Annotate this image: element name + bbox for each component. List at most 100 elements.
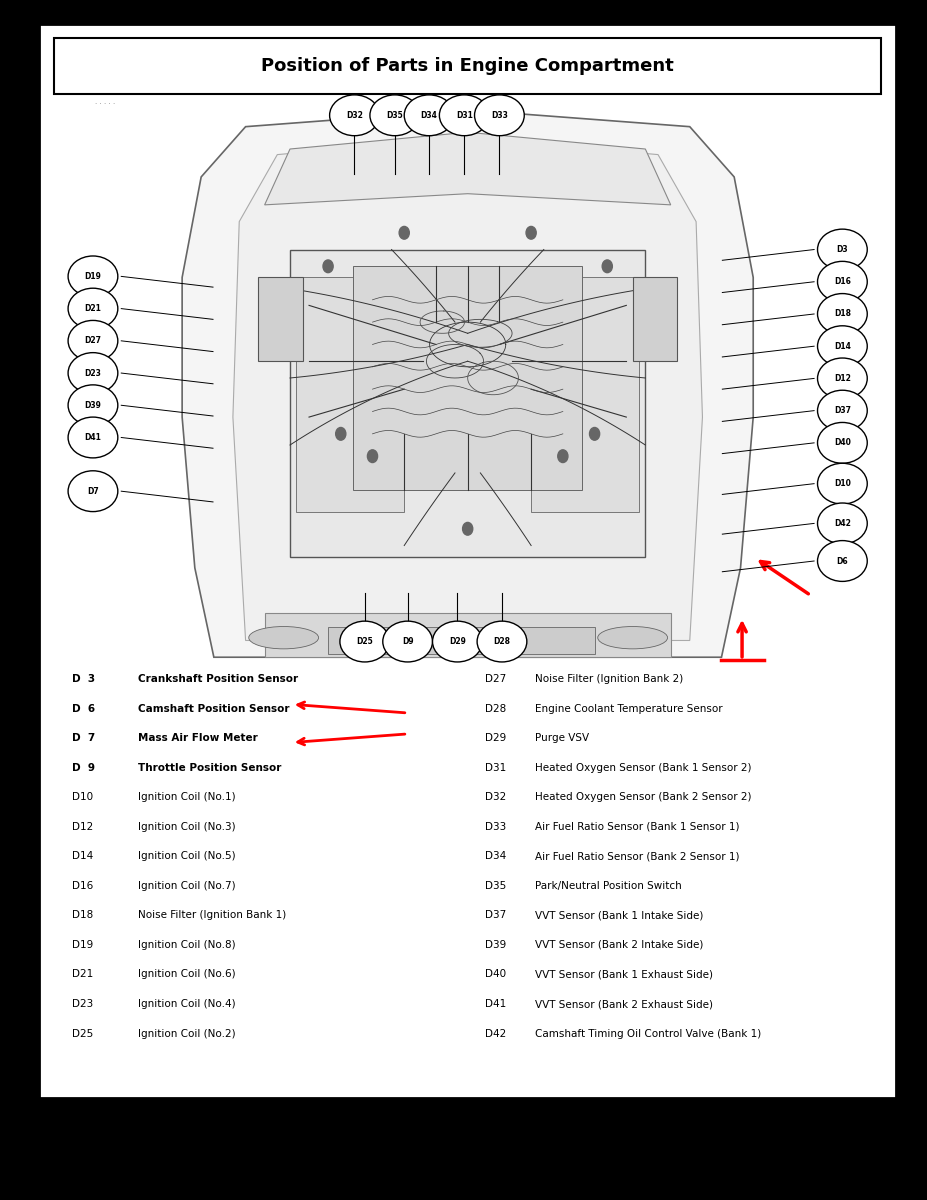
Text: Noise Filter (Ignition Bank 1): Noise Filter (Ignition Bank 1) bbox=[137, 911, 286, 920]
Ellipse shape bbox=[818, 229, 868, 270]
Text: D18: D18 bbox=[834, 310, 851, 318]
Circle shape bbox=[400, 227, 410, 239]
Text: VVT Sensor (Bank 1 Exhaust Side): VVT Sensor (Bank 1 Exhaust Side) bbox=[535, 970, 713, 979]
Text: D  9: D 9 bbox=[71, 763, 95, 773]
Ellipse shape bbox=[383, 622, 433, 662]
Text: D19: D19 bbox=[71, 940, 93, 950]
Bar bbox=[328, 626, 404, 654]
Text: D14: D14 bbox=[834, 342, 851, 350]
Text: D  7: D 7 bbox=[71, 733, 95, 743]
Text: D23: D23 bbox=[84, 368, 101, 378]
Ellipse shape bbox=[818, 503, 868, 544]
Text: D12: D12 bbox=[834, 374, 851, 383]
Text: D39: D39 bbox=[84, 401, 101, 409]
Text: D7: D7 bbox=[87, 487, 99, 496]
Text: D28: D28 bbox=[493, 637, 511, 646]
Text: D16: D16 bbox=[71, 881, 93, 890]
Text: Ignition Coil (No.3): Ignition Coil (No.3) bbox=[137, 822, 235, 832]
Text: D6: D6 bbox=[836, 557, 848, 565]
Text: D37: D37 bbox=[834, 406, 851, 415]
Text: D31: D31 bbox=[485, 763, 506, 773]
Bar bbox=[531, 277, 639, 512]
Text: D9: D9 bbox=[401, 637, 413, 646]
Bar bbox=[297, 277, 404, 512]
Text: D41: D41 bbox=[485, 1000, 506, 1009]
Text: D31: D31 bbox=[456, 110, 473, 120]
Text: D18: D18 bbox=[71, 911, 93, 920]
Text: D  3: D 3 bbox=[71, 674, 95, 684]
Ellipse shape bbox=[404, 95, 454, 136]
Text: VVT Sensor (Bank 2 Exhaust Side): VVT Sensor (Bank 2 Exhaust Side) bbox=[535, 1000, 713, 1009]
Text: D21: D21 bbox=[84, 304, 101, 313]
Text: Camshaft Position Sensor: Camshaft Position Sensor bbox=[137, 703, 289, 714]
Text: D23: D23 bbox=[71, 1000, 93, 1009]
Text: D27: D27 bbox=[485, 674, 506, 684]
PathPatch shape bbox=[264, 132, 671, 205]
Ellipse shape bbox=[475, 95, 525, 136]
Circle shape bbox=[603, 260, 613, 272]
Ellipse shape bbox=[68, 385, 118, 426]
Text: Heated Oxygen Sensor (Bank 1 Sensor 2): Heated Oxygen Sensor (Bank 1 Sensor 2) bbox=[535, 763, 751, 773]
Text: D33: D33 bbox=[491, 110, 508, 120]
Text: D34: D34 bbox=[421, 110, 438, 120]
Ellipse shape bbox=[248, 626, 319, 649]
Text: D40: D40 bbox=[834, 438, 851, 448]
Text: D35: D35 bbox=[387, 110, 403, 120]
Bar bbox=[353, 266, 582, 490]
Text: D29: D29 bbox=[485, 733, 506, 743]
Text: Ignition Coil (No.1): Ignition Coil (No.1) bbox=[137, 792, 235, 803]
Text: D29: D29 bbox=[449, 637, 466, 646]
Text: Park/Neutral Position Switch: Park/Neutral Position Switch bbox=[535, 881, 681, 890]
Circle shape bbox=[526, 227, 536, 239]
Text: D39: D39 bbox=[485, 940, 506, 950]
Bar bbox=[518, 626, 594, 654]
Text: Camshaft Timing Oil Control Valve (Bank 1): Camshaft Timing Oil Control Valve (Bank … bbox=[535, 1028, 761, 1038]
Text: D14: D14 bbox=[71, 851, 93, 862]
Text: Heated Oxygen Sensor (Bank 2 Sensor 2): Heated Oxygen Sensor (Bank 2 Sensor 2) bbox=[535, 792, 751, 803]
Text: VVT Sensor (Bank 2 Intake Side): VVT Sensor (Bank 2 Intake Side) bbox=[535, 940, 703, 950]
Text: Throttle Position Sensor: Throttle Position Sensor bbox=[137, 763, 281, 773]
Bar bbox=[264, 612, 671, 658]
Text: D10: D10 bbox=[834, 479, 851, 488]
Text: D35: D35 bbox=[485, 881, 506, 890]
Ellipse shape bbox=[330, 95, 379, 136]
Bar bbox=[424, 626, 500, 654]
Text: Ignition Coil (No.7): Ignition Coil (No.7) bbox=[137, 881, 235, 890]
Text: D21: D21 bbox=[71, 970, 93, 979]
Text: D27: D27 bbox=[84, 336, 101, 346]
Ellipse shape bbox=[433, 622, 482, 662]
Text: D12: D12 bbox=[71, 822, 93, 832]
Ellipse shape bbox=[477, 622, 527, 662]
Text: Purge VSV: Purge VSV bbox=[535, 733, 589, 743]
Text: D33: D33 bbox=[485, 822, 506, 832]
Text: D40: D40 bbox=[485, 970, 506, 979]
Circle shape bbox=[336, 427, 346, 440]
Text: Ignition Coil (No.6): Ignition Coil (No.6) bbox=[137, 970, 235, 979]
Text: D41: D41 bbox=[84, 433, 101, 442]
Ellipse shape bbox=[68, 418, 118, 458]
Text: D25: D25 bbox=[71, 1028, 93, 1038]
Ellipse shape bbox=[439, 95, 489, 136]
Ellipse shape bbox=[68, 470, 118, 511]
Bar bbox=[632, 277, 677, 361]
Text: Air Fuel Ratio Sensor (Bank 2 Sensor 1): Air Fuel Ratio Sensor (Bank 2 Sensor 1) bbox=[535, 851, 739, 862]
Ellipse shape bbox=[340, 622, 389, 662]
Text: Noise Filter (Ignition Bank 2): Noise Filter (Ignition Bank 2) bbox=[535, 674, 683, 684]
Ellipse shape bbox=[818, 358, 868, 398]
Text: D37: D37 bbox=[485, 911, 506, 920]
Text: D16: D16 bbox=[834, 277, 851, 287]
PathPatch shape bbox=[182, 110, 754, 658]
Text: Crankshaft Position Sensor: Crankshaft Position Sensor bbox=[137, 674, 298, 684]
Ellipse shape bbox=[68, 256, 118, 296]
Text: . . . . .: . . . . . bbox=[95, 100, 115, 106]
Ellipse shape bbox=[818, 262, 868, 302]
Text: Engine Coolant Temperature Sensor: Engine Coolant Temperature Sensor bbox=[535, 703, 722, 714]
Circle shape bbox=[558, 450, 568, 462]
Text: Ignition Coil (No.8): Ignition Coil (No.8) bbox=[137, 940, 235, 950]
Text: D10: D10 bbox=[71, 792, 93, 803]
Bar bbox=[55, 38, 881, 94]
Ellipse shape bbox=[818, 325, 868, 367]
Ellipse shape bbox=[68, 353, 118, 394]
Text: Position of Parts in Engine Compartment: Position of Parts in Engine Compartment bbox=[261, 56, 674, 74]
Text: Ignition Coil (No.5): Ignition Coil (No.5) bbox=[137, 851, 235, 862]
